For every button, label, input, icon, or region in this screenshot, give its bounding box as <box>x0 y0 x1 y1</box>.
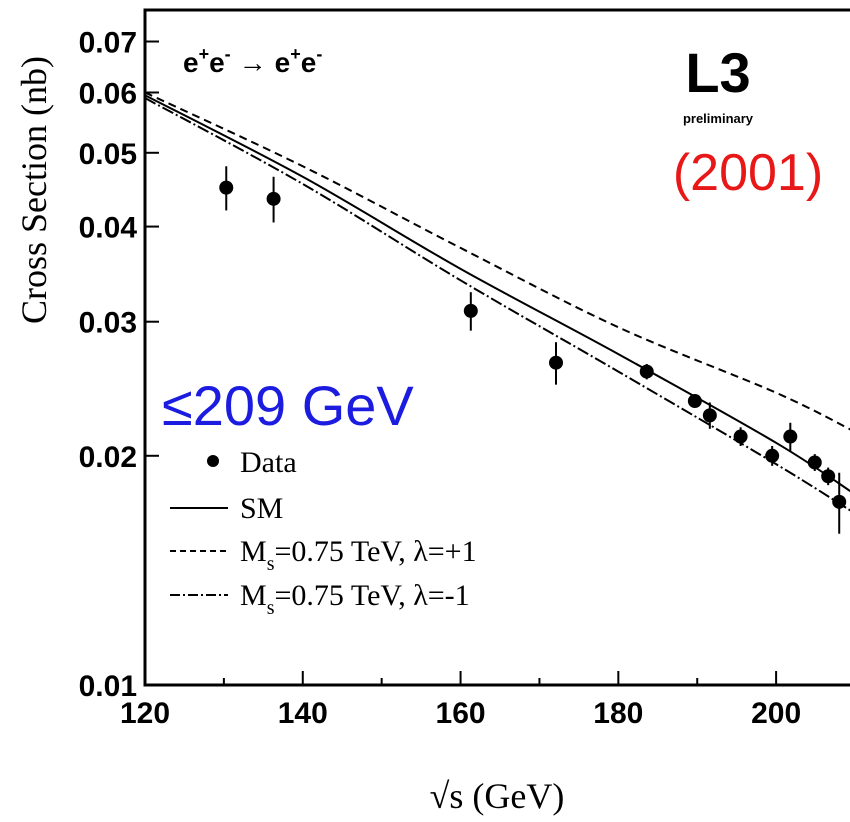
x-axis-ticks: 120 140 160 180 200 <box>120 671 801 730</box>
data-points <box>219 166 847 534</box>
y-axis-label: Cross Section (nb) <box>14 56 54 324</box>
curve-lambda-minus <box>144 97 850 512</box>
x-tick-label: 200 <box>751 697 801 730</box>
preliminary-label: preliminary <box>683 111 754 126</box>
x-axis-label: √s (GeV) <box>430 776 565 816</box>
x-tick-label: 140 <box>278 697 328 730</box>
data-point <box>783 429 798 444</box>
data-point <box>266 191 281 206</box>
y-tick-label: 0.05 <box>79 138 137 171</box>
data-point <box>807 455 822 470</box>
data-point <box>821 469 836 484</box>
data-point <box>687 394 702 409</box>
legend-label-minus: Ms=0.75 TeV, λ=-1 <box>240 579 470 619</box>
y-tick-label: 0.07 <box>79 27 137 60</box>
process-label: e+e- → e+e- <box>183 44 322 78</box>
y-tick-label: 0.03 <box>79 307 137 340</box>
x-tick-label: 180 <box>593 697 643 730</box>
data-point <box>733 429 748 444</box>
data-point <box>702 408 717 423</box>
legend-label-data: Data <box>240 446 297 479</box>
data-point <box>549 355 564 370</box>
y-tick-label: 0.04 <box>79 212 138 245</box>
plot-frame <box>143 8 850 687</box>
data-point <box>765 448 780 463</box>
data-point <box>832 494 847 509</box>
data-point <box>463 303 478 318</box>
legend-marker-data <box>207 455 219 467</box>
y-tick-label: 0.02 <box>79 441 137 474</box>
x-tick-label: 120 <box>120 697 170 730</box>
year-label: (2001) <box>673 144 823 202</box>
legend-label-plus: Ms=0.75 TeV, λ=+1 <box>240 535 477 575</box>
model-curves <box>144 91 850 512</box>
experiment-logo: L3 <box>685 41 750 104</box>
y-tick-label: 0.06 <box>79 77 137 110</box>
y-tick-label: 0.01 <box>79 670 137 703</box>
y-axis-ticks: 0.01 0.02 0.03 0.04 0.05 0.06 0.07 <box>79 27 159 703</box>
curve-sm <box>144 94 850 493</box>
data-point <box>639 364 654 379</box>
data-point <box>219 180 234 195</box>
legend: Data SM Ms=0.75 TeV, λ=+1 Ms=0.75 TeV, λ… <box>170 446 477 619</box>
energy-annotation: ≤209 GeV <box>162 374 414 437</box>
x-tick-label: 160 <box>436 697 486 730</box>
legend-label-sm: SM <box>240 492 283 525</box>
